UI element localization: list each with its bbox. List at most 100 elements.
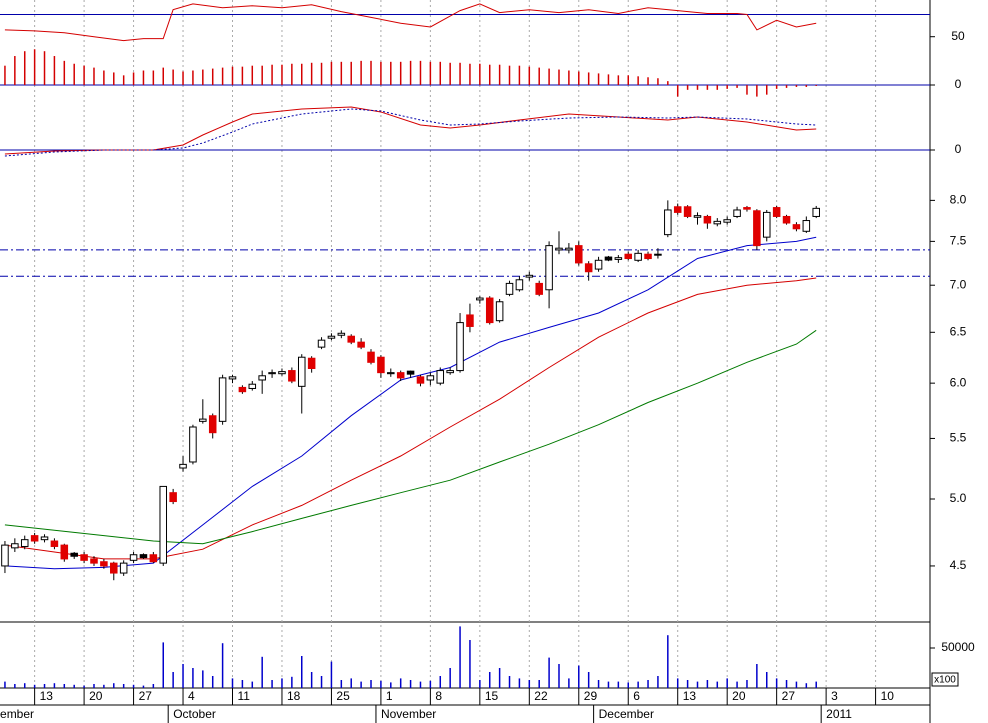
candle-body [396, 372, 405, 379]
x-tick-label: 25 [336, 689, 350, 703]
candle-body [446, 370, 454, 374]
candle-body [782, 215, 791, 224]
candle-body [426, 375, 435, 381]
candle-body [555, 247, 563, 251]
candle-body [456, 322, 464, 372]
candle-body [278, 371, 286, 375]
x-tick-label: 13 [683, 689, 697, 703]
candle-body [337, 332, 346, 336]
candle-body [357, 341, 365, 348]
candle-body [604, 256, 613, 261]
x-tick-label: 3 [831, 689, 838, 703]
candle-body [228, 376, 237, 380]
candle-body [683, 206, 692, 217]
candle-body [703, 215, 712, 224]
candle-body [159, 485, 168, 564]
candle-body [584, 263, 593, 273]
candle-body [60, 544, 69, 560]
candle-body [30, 535, 39, 542]
candle-body [288, 370, 296, 382]
y-tick-label: 6.0 [950, 375, 967, 389]
candle-body [535, 282, 543, 295]
candle-body [525, 274, 534, 278]
candle-body [723, 219, 731, 223]
candle-body [466, 314, 474, 327]
candle-body [347, 335, 355, 343]
candle-body [614, 257, 623, 260]
x-tick-label: 27 [139, 689, 153, 703]
candle-body [476, 297, 484, 301]
candle-body [377, 356, 385, 374]
y-tick-label: 7.0 [950, 277, 967, 291]
candle-body [792, 224, 801, 230]
line [4, 277, 817, 560]
multiplier-label: x100 [934, 675, 956, 686]
candle-body [119, 562, 128, 574]
candle-body [50, 540, 59, 547]
candle-body [307, 357, 316, 370]
candle-body [812, 207, 820, 217]
candle-body [644, 253, 652, 260]
candle-body [129, 554, 138, 561]
candle-body [110, 562, 118, 574]
y-tick-label: 7.5 [950, 234, 967, 248]
line [4, 106, 817, 155]
candle-body [762, 211, 771, 238]
y-tick-label: 0 [955, 142, 962, 156]
x-tick-label: 8 [435, 689, 442, 703]
y-tick-label: 4.5 [950, 558, 967, 572]
candle-body [505, 282, 514, 295]
candle-body [218, 377, 227, 422]
candle-body [565, 247, 573, 251]
month-label: November [381, 707, 436, 721]
candle-body [169, 492, 177, 503]
candle-body [515, 279, 524, 291]
candle-body [268, 372, 276, 375]
candle-body [406, 370, 415, 375]
candle-body [90, 558, 98, 564]
candle-body [654, 253, 662, 256]
y-tick-label: 5.0 [950, 491, 967, 505]
x-tick-label: 15 [485, 689, 499, 703]
line [4, 329, 817, 545]
y-tick-label: 6.5 [950, 324, 967, 338]
candle-body [772, 207, 781, 217]
candle-body [545, 245, 553, 291]
x-tick-label: 4 [188, 689, 195, 703]
candle-body [258, 375, 266, 381]
candle-body [594, 259, 603, 270]
candle-body [673, 206, 682, 213]
candle-body [624, 253, 633, 260]
candle-body [317, 339, 326, 348]
candle-body [139, 554, 148, 559]
candle-body [179, 463, 187, 469]
y-tick-label: 8.0 [950, 193, 967, 207]
candle-body [11, 543, 19, 549]
y-tick-label: 5.5 [950, 431, 967, 445]
candle-body [436, 370, 445, 384]
candle-body [189, 426, 197, 463]
x-tick-label: 11 [238, 689, 251, 703]
candle-body [664, 209, 672, 236]
candle-body [753, 210, 761, 247]
candle-body [40, 536, 49, 541]
y-tick-label: 50 [951, 29, 965, 43]
y-tick-label: 0 [955, 77, 962, 91]
x-tick-label: 29 [584, 689, 598, 703]
candle-body [713, 220, 722, 225]
candle-body [208, 415, 217, 434]
candle-body [199, 418, 207, 422]
candle-body [416, 376, 425, 384]
candle-body [367, 351, 375, 363]
candle-body [149, 554, 158, 563]
line [4, 3, 817, 42]
candle-body [100, 561, 108, 567]
x-tick-label: 18 [287, 689, 301, 703]
candle-body [387, 372, 395, 375]
x-tick-label: 13 [40, 689, 54, 703]
candle-body [297, 356, 306, 387]
x-tick-label: 20 [89, 689, 103, 703]
month-label: 2011 [826, 707, 852, 721]
candle-body [693, 215, 702, 218]
